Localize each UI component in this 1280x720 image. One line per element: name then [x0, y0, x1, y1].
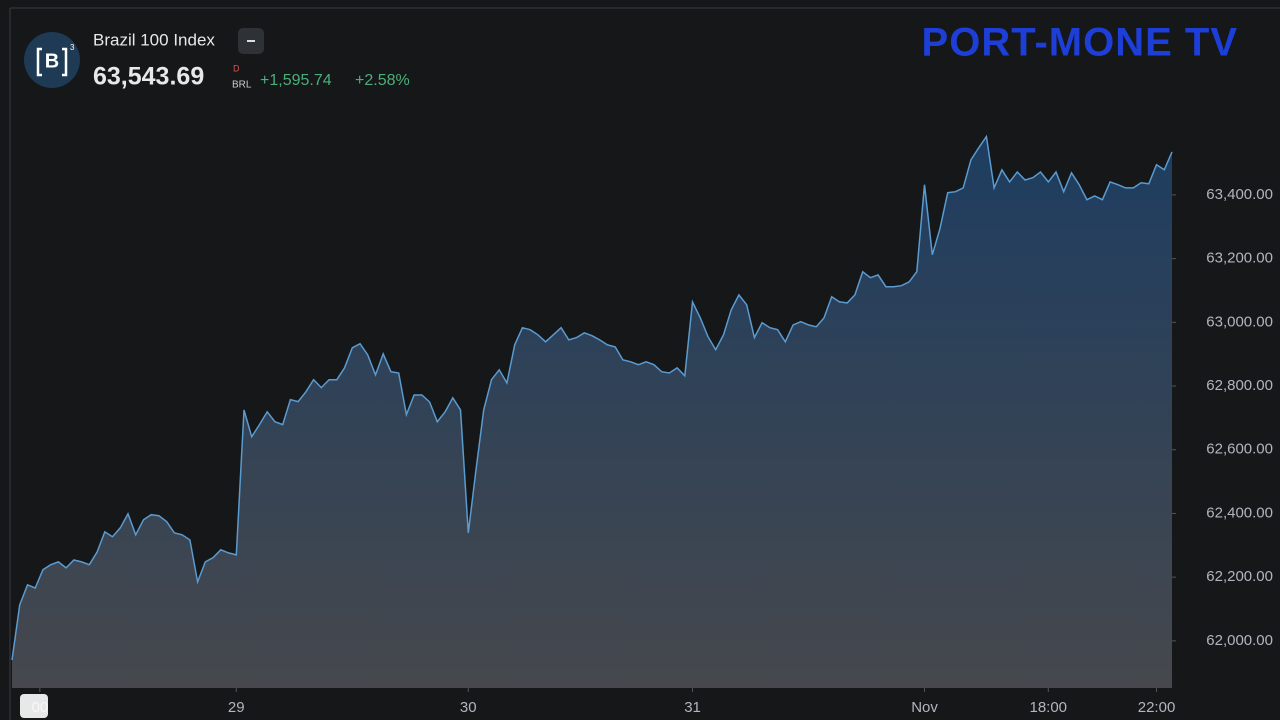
watermark: PORT-MONE TV	[922, 21, 1238, 65]
y-tick-label: 62,000.00	[1206, 632, 1273, 649]
y-tick-label: 62,600.00	[1206, 441, 1273, 458]
currency: BRL	[232, 80, 252, 91]
logo-brackets	[36, 47, 68, 77]
y-tick-label: 63,400.00	[1206, 186, 1273, 203]
x-tick-label: 22:00	[1138, 699, 1176, 716]
x-tick-label: 29	[228, 699, 245, 716]
y-tick-label: 63,000.00	[1206, 313, 1273, 330]
x-tick-label: 18:00	[1029, 699, 1067, 716]
logo-text: B	[45, 50, 59, 72]
x-tick-label: 31	[684, 699, 701, 716]
area	[12, 136, 1172, 689]
title: Brazil 100 Index	[93, 30, 215, 49]
line	[11, 134, 1173, 661]
x-tick-label: Nov	[911, 699, 938, 716]
y-tick-label: 63,200.00	[1206, 250, 1273, 267]
logo-sup: 3	[70, 43, 75, 52]
y-tick-label: 62,800.00	[1206, 377, 1273, 394]
change: +1,595.74	[260, 72, 332, 89]
interval: D	[233, 63, 240, 73]
tv-logo	[20, 694, 48, 718]
y-tick-label: 62,400.00	[1206, 504, 1273, 521]
y-tick-label: 62,200.00	[1206, 568, 1273, 585]
x-tick-label: 30	[460, 699, 477, 716]
change-percent: +2.58%	[355, 72, 410, 89]
price: 63,543.69	[93, 63, 204, 91]
